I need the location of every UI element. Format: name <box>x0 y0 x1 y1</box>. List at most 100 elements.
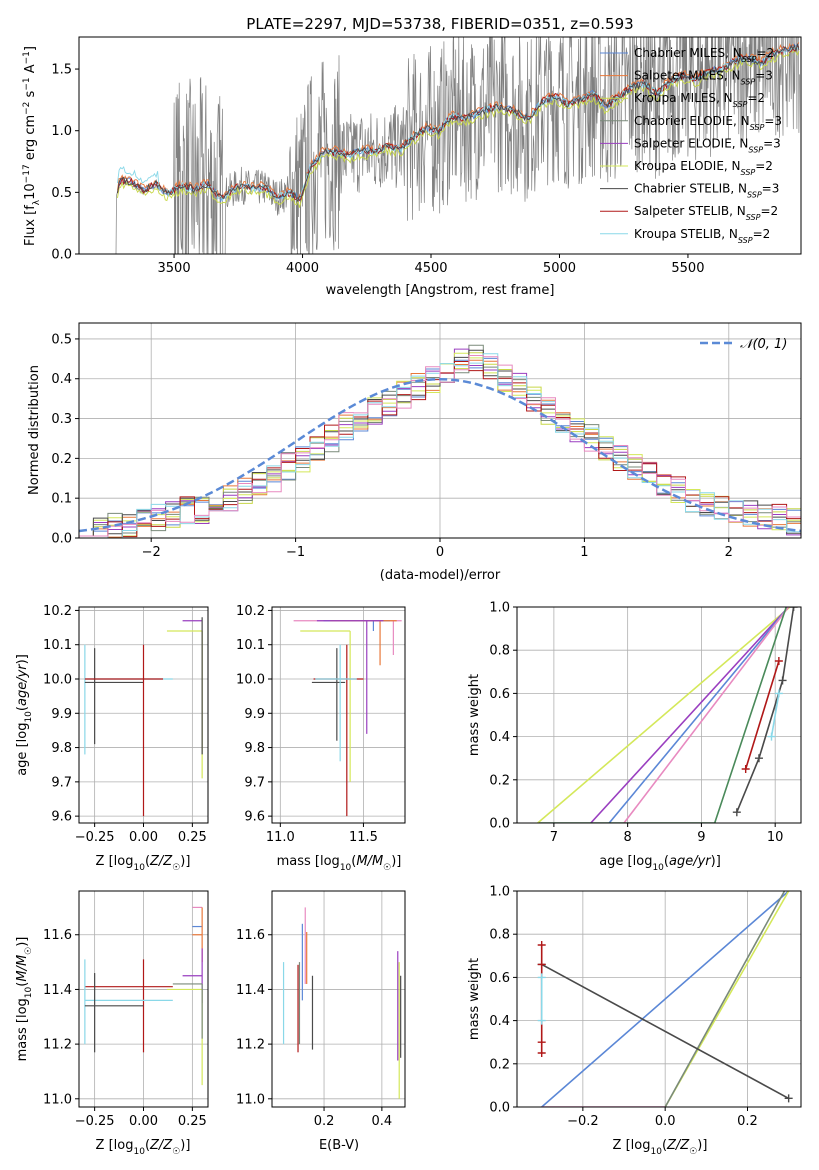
tick-label-x: 2 <box>725 545 733 560</box>
series-marker <box>537 960 546 969</box>
tick-label-x: 11.5 <box>349 830 378 845</box>
series-line <box>736 607 795 813</box>
axes-frame-spectrum <box>78 36 802 255</box>
plot-area-age_vs_mass <box>293 620 402 817</box>
axes-frame-residuals <box>78 322 802 539</box>
tick-label-y: 11.6 <box>236 928 265 943</box>
tick-label-x: −1 <box>286 545 305 560</box>
tick-label-y: 0.2 <box>489 773 510 788</box>
histogram-series <box>79 355 801 537</box>
tick-label-x: 5500 <box>671 261 704 276</box>
series-line <box>539 607 787 823</box>
legend-label: Kroupa ELODIE, NSSP=2 <box>634 159 773 177</box>
axes-frame-age_vs_mass <box>271 606 406 824</box>
series-marker <box>767 732 776 741</box>
tick-label-y: 1.5 <box>51 63 72 78</box>
model-spectrum <box>117 44 800 202</box>
y-axis-label: Normed distribution <box>27 365 42 495</box>
tick-label-x: 7 <box>550 830 558 845</box>
residuals-legend: 𝒩(0, 1) <box>700 337 787 352</box>
panel-massweight_vs_age: 7 8 9 10 0.0 0.2 0.4 0.6 0.8 1.0 age [log10(age/yr… <box>467 601 801 873</box>
spectrum-legend: Chabrier MILES, NSSP=2 Salpeter MILES, NS… <box>600 46 782 244</box>
tick-label-x: 0.00 <box>129 830 158 845</box>
errorbars <box>84 906 203 1086</box>
panel-age_vs_Z: −0.25 0.00 0.25 9.6 9.7 9.8 9.9 10.0 10.1 10.2 Z [… <box>15 604 208 873</box>
series-line <box>541 891 790 1107</box>
panel-mass_vs_Z: −0.25 0.00 0.25 11.0 11.2 11.4 11.6 Z [log10(Z/… <box>15 891 208 1157</box>
histogram-lines <box>79 344 801 538</box>
series-marker <box>741 765 750 773</box>
series-line <box>664 891 786 1107</box>
model-spectrum <box>117 43 800 203</box>
tick-label-y: 11.0 <box>43 1092 72 1107</box>
tick-label-y: 1.0 <box>51 124 72 139</box>
series-marker <box>537 1049 546 1057</box>
tick-label-y: 0.4 <box>51 372 72 387</box>
tick-label-y: 1.0 <box>489 885 510 900</box>
series-marker <box>732 808 741 817</box>
legend-label: Salpeter STELIB, NSSP=2 <box>634 204 778 222</box>
series-line <box>537 607 791 823</box>
tick-label-y: 9.8 <box>244 741 265 756</box>
legend-label: Salpeter MILES, NSSP=3 <box>634 69 773 87</box>
tick-label-y: 0.0 <box>51 248 72 263</box>
tick-label-y: 0.4 <box>489 1014 510 1029</box>
series-lines <box>537 891 793 1107</box>
series-marker <box>784 1094 793 1103</box>
tick-label-x: 0.25 <box>178 830 207 845</box>
legend-label: Chabrier STELIB, NSSP=3 <box>634 182 779 200</box>
x-axis-label: Z [log10(Z/Z☉)] <box>96 1138 191 1157</box>
tick-label-y: 9.6 <box>244 810 265 825</box>
series-marker <box>754 754 763 763</box>
tick-label-x: 1 <box>580 545 588 560</box>
errorbars <box>293 620 402 817</box>
series-line <box>623 607 790 823</box>
panel-massweight_vs_Z: −0.2 0.0 0.2 0.0 0.2 0.4 0.6 0.8 1.0 Z [log10(Z/Z… <box>467 885 801 1157</box>
tick-label-x: 0.0 <box>655 1114 676 1129</box>
series-line <box>608 607 790 823</box>
tick-label-y: 0.5 <box>51 332 72 347</box>
y-axis-label: Flux [fλ10−17 erg cm−2 s−1 A−1] <box>22 46 42 246</box>
tick-label-x: 9 <box>697 830 705 845</box>
tick-label-x: −0.25 <box>75 830 115 845</box>
tick-label-y: 0.0 <box>489 1101 510 1116</box>
histogram-series <box>79 349 801 537</box>
tick-label-x: 0 <box>436 545 444 560</box>
plot-area-mass_vs_ebv <box>282 907 402 1099</box>
legend-label: 𝒩(0, 1) <box>740 337 787 352</box>
series-line <box>770 693 780 737</box>
tick-label-x: 4000 <box>286 261 319 276</box>
y-axis-label: mass weight <box>467 958 482 1040</box>
tick-label-y: 9.6 <box>51 810 72 825</box>
panel-mass_vs_ebv: 0.2 0.4 11.0 11.2 11.4 11.6 E(B-V) <box>236 891 405 1153</box>
tick-label-x: −0.25 <box>75 1114 115 1129</box>
series-marker <box>537 1016 546 1025</box>
x-axis-label: Z [log10(Z/Z☉)] <box>613 1138 708 1157</box>
tick-label-x: 11.0 <box>266 830 295 845</box>
tick-label-x: 3500 <box>158 261 191 276</box>
tick-label-y: 0.6 <box>489 687 510 702</box>
x-axis-label: Z [log10(Z/Z☉)] <box>96 854 191 873</box>
tick-label-y: 0.5 <box>51 186 72 201</box>
tick-label-x: 8 <box>624 830 632 845</box>
series-marker <box>774 657 783 665</box>
axes-frame-massweight_vs_Z <box>516 890 802 1108</box>
tick-label-y: 11.4 <box>236 983 265 998</box>
axes-frame-mass_vs_ebv <box>271 890 406 1108</box>
tick-label-x: 0.2 <box>314 1114 335 1129</box>
tick-label-y: 0.8 <box>489 644 510 659</box>
tick-label-x: 5000 <box>543 261 576 276</box>
plot-area-mass_vs_Z <box>84 906 203 1086</box>
tick-label-y: 9.9 <box>244 707 265 722</box>
normal-curve <box>79 377 801 533</box>
plot-area-massweight_vs_age <box>537 607 798 823</box>
tick-label-y: 10.1 <box>43 638 72 653</box>
panel-residuals: −2 −1 0 1 2 0.0 0.1 0.2 0.3 0.4 0.5 𝒩(0, 1) (data-mo… <box>27 323 801 583</box>
y-axis-label: age [log10(age/yr)] <box>15 654 34 776</box>
x-axis-label: (data-model)/error <box>380 568 501 583</box>
axes-frame-mass_vs_Z <box>78 890 209 1108</box>
tick-label-y: 10.2 <box>236 604 265 619</box>
plot-area-age_vs_Z <box>84 617 203 817</box>
tick-label-y: 11.0 <box>236 1092 265 1107</box>
